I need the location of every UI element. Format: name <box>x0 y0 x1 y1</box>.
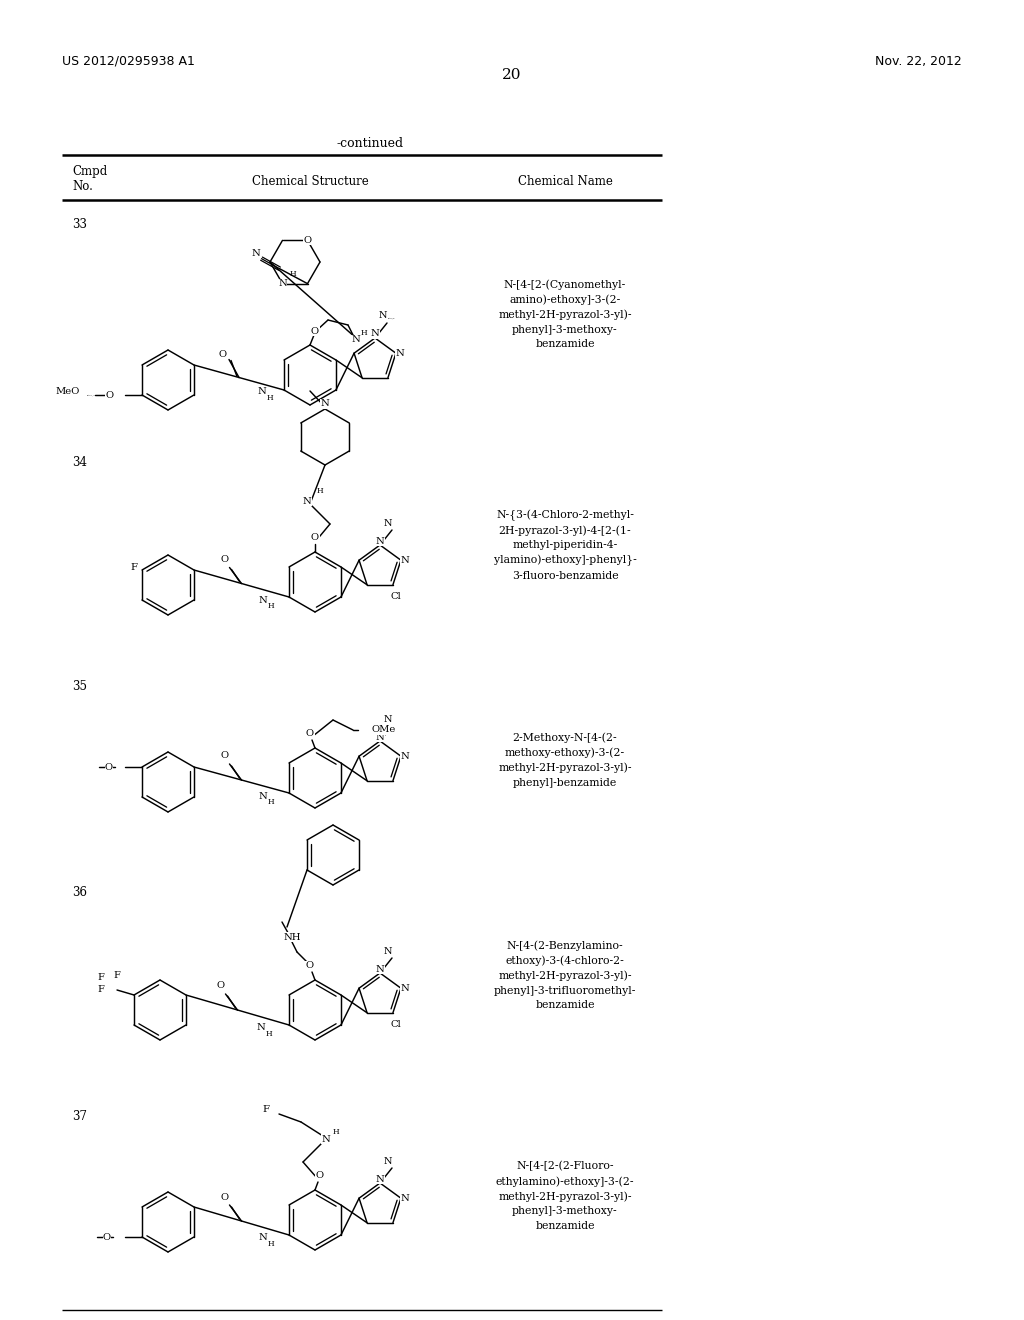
Text: N: N <box>376 733 384 742</box>
Text: H: H <box>333 1129 339 1137</box>
Text: US 2012/0295938 A1: US 2012/0295938 A1 <box>62 55 195 69</box>
Text: N-[4-(2-Benzylamino-
ethoxy)-3-(4-chloro-2-
methyl-2H-pyrazol-3-yl)-
phenyl]-3-t: N-[4-(2-Benzylamino- ethoxy)-3-(4-chloro… <box>494 940 636 1010</box>
Text: 37: 37 <box>72 1110 87 1123</box>
Text: H: H <box>360 329 368 337</box>
Text: 36: 36 <box>72 886 87 899</box>
Text: 2-Methoxy-N-[4-(2-
methoxy-ethoxy)-3-(2-
methyl-2H-pyrazol-3-yl)-
phenyl]-benzam: 2-Methoxy-N-[4-(2- methoxy-ethoxy)-3-(2-… <box>499 733 632 788</box>
Text: N: N <box>384 519 392 528</box>
Text: OMe: OMe <box>371 726 395 734</box>
Text: N: N <box>259 595 267 605</box>
Text: N: N <box>400 751 410 760</box>
Text: 34: 34 <box>72 455 87 469</box>
Text: H: H <box>289 269 296 277</box>
Text: methoxy_line: methoxy_line <box>87 395 97 396</box>
Text: Chemical Structure: Chemical Structure <box>252 176 369 187</box>
Text: N: N <box>259 1233 267 1242</box>
Text: O: O <box>105 391 114 400</box>
Text: O: O <box>216 982 224 990</box>
Text: N: N <box>400 556 410 565</box>
Text: N-{3-(4-Chloro-2-methyl-
2H-pyrazol-3-yl)-4-[2-(1-
methyl-piperidin-4-
ylamino)-: N-{3-(4-Chloro-2-methyl- 2H-pyrazol-3-yl… <box>494 510 636 581</box>
Text: N: N <box>395 348 404 358</box>
Text: No.: No. <box>72 180 93 193</box>
Text: F: F <box>97 974 104 982</box>
Text: N: N <box>257 1023 265 1032</box>
Text: H: H <box>268 602 274 610</box>
Text: N: N <box>384 946 392 956</box>
Text: N-[4-[2-(2-Fluoro-
ethylamino)-ethoxy]-3-(2-
methyl-2H-pyrazol-3-yl)-
phenyl]-3-: N-[4-[2-(2-Fluoro- ethylamino)-ethoxy]-3… <box>496 1162 634 1230</box>
Text: N: N <box>259 792 267 801</box>
Text: O: O <box>311 533 319 543</box>
Text: H: H <box>316 487 324 495</box>
Text: N: N <box>384 1156 392 1166</box>
Text: N: N <box>376 536 384 545</box>
Text: H: H <box>268 1239 274 1247</box>
Text: N: N <box>322 1134 331 1143</box>
Text: H: H <box>268 799 274 807</box>
Text: Cl: Cl <box>390 1020 401 1030</box>
Text: N: N <box>351 335 360 345</box>
Text: N: N <box>279 279 287 288</box>
Text: F: F <box>130 564 137 573</box>
Text: F: F <box>262 1105 269 1114</box>
Text: 35: 35 <box>72 680 87 693</box>
Text: H: H <box>266 1030 272 1038</box>
Text: N: N <box>376 965 384 974</box>
Text: O: O <box>219 350 227 359</box>
Text: N: N <box>384 714 392 723</box>
Text: -continued: -continued <box>337 137 403 150</box>
Text: O: O <box>306 961 314 970</box>
Text: N: N <box>251 249 260 259</box>
Text: O: O <box>103 1233 111 1242</box>
Text: Nov. 22, 2012: Nov. 22, 2012 <box>876 55 962 69</box>
Text: N: N <box>400 983 410 993</box>
Text: methyl_lbl: methyl_lbl <box>387 317 394 318</box>
Text: O: O <box>104 763 113 771</box>
Text: N: N <box>376 1175 384 1184</box>
Text: O: O <box>220 1192 228 1201</box>
Text: F: F <box>114 972 121 981</box>
Text: Chemical Name: Chemical Name <box>517 176 612 187</box>
Text: O: O <box>303 236 311 244</box>
Text: N: N <box>400 1193 410 1203</box>
Text: O: O <box>220 554 228 564</box>
Text: O: O <box>316 1172 324 1180</box>
Text: N: N <box>371 330 379 338</box>
Text: N-[4-[2-(Cyanomethyl-
amino)-ethoxy]-3-(2-
methyl-2H-pyrazol-3-yl)-
phenyl]-3-me: N-[4-[2-(Cyanomethyl- amino)-ethoxy]-3-(… <box>499 279 632 348</box>
Text: N: N <box>257 387 266 396</box>
Text: F: F <box>97 986 104 994</box>
Text: N: N <box>303 496 311 506</box>
Text: O: O <box>311 326 319 335</box>
Text: Cmpd: Cmpd <box>72 165 108 178</box>
Text: 33: 33 <box>72 218 87 231</box>
Text: N: N <box>379 312 387 321</box>
Text: NH: NH <box>284 932 301 941</box>
Text: O: O <box>220 751 228 760</box>
Text: MeO: MeO <box>55 388 80 396</box>
Text: O: O <box>306 730 314 738</box>
Text: H: H <box>266 393 272 401</box>
Text: 20: 20 <box>502 69 522 82</box>
Text: Cl: Cl <box>390 593 401 602</box>
Text: N: N <box>321 400 330 408</box>
